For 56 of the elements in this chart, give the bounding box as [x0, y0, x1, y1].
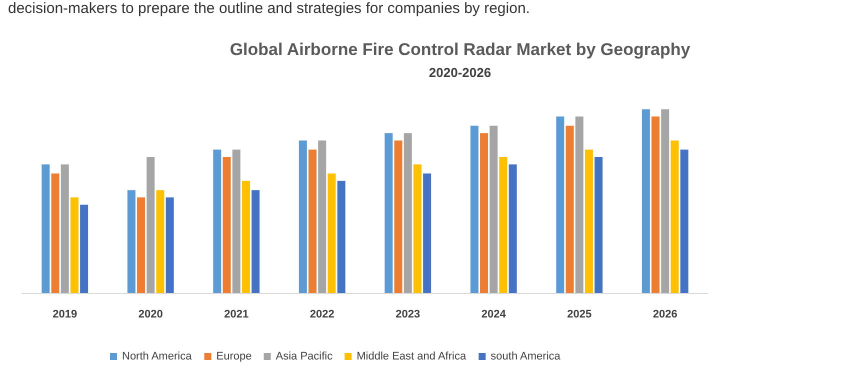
bar [575, 116, 584, 293]
x-tick-label: 2022 [310, 308, 334, 320]
x-tick-label: 2021 [224, 308, 249, 320]
bar [60, 164, 69, 293]
bar [566, 126, 574, 293]
x-tick-label: 2019 [52, 308, 78, 320]
bar [166, 197, 174, 293]
bar [232, 150, 240, 293]
bar [642, 109, 650, 293]
bar [308, 150, 317, 293]
bar [146, 156, 155, 293]
legend-label: Europe [216, 350, 252, 362]
bar [423, 174, 432, 293]
x-tick-label: 2025 [567, 308, 592, 320]
bar [222, 156, 231, 293]
legend-label: Middle East and Africa [356, 350, 467, 362]
bar [156, 190, 164, 293]
bar [490, 126, 498, 293]
bar [337, 180, 346, 293]
legend-label: North America [122, 350, 193, 362]
bar [70, 197, 78, 293]
bar [242, 180, 250, 293]
bar [508, 164, 517, 293]
bar [404, 133, 412, 293]
bar [556, 116, 564, 293]
bar [470, 126, 478, 293]
legend-label: south America [490, 350, 562, 362]
text: decision-makers to prepare the outline and strategies for companies by region. [8, 0, 530, 17]
bar [680, 150, 688, 293]
bar [137, 197, 146, 293]
bar [661, 109, 670, 293]
bar [652, 116, 660, 293]
bar [670, 140, 679, 293]
x-tick-label: 2024 [481, 308, 507, 320]
x-tick-label: 2023 [396, 308, 420, 320]
bar [328, 174, 336, 293]
bar [384, 133, 393, 293]
bar [499, 156, 508, 293]
bar [51, 174, 60, 293]
bar [298, 140, 307, 293]
bar [413, 164, 422, 293]
legend-label: Asia Pacific [276, 350, 334, 362]
bar [480, 133, 488, 293]
chart-title: Global Airborne Fire Control Radar Market by Geography [230, 40, 691, 59]
x-tick-label: 2026 [652, 308, 678, 320]
bar [213, 150, 222, 293]
bar [584, 150, 593, 293]
bar [594, 156, 603, 293]
bar [252, 190, 260, 293]
bar [42, 164, 50, 293]
bar [394, 140, 402, 293]
chart-subtitle: 2020-2026 [428, 65, 492, 80]
bar [318, 140, 326, 293]
x-tick-label: 2020 [138, 308, 163, 320]
bar [80, 204, 88, 293]
bar [127, 190, 136, 293]
